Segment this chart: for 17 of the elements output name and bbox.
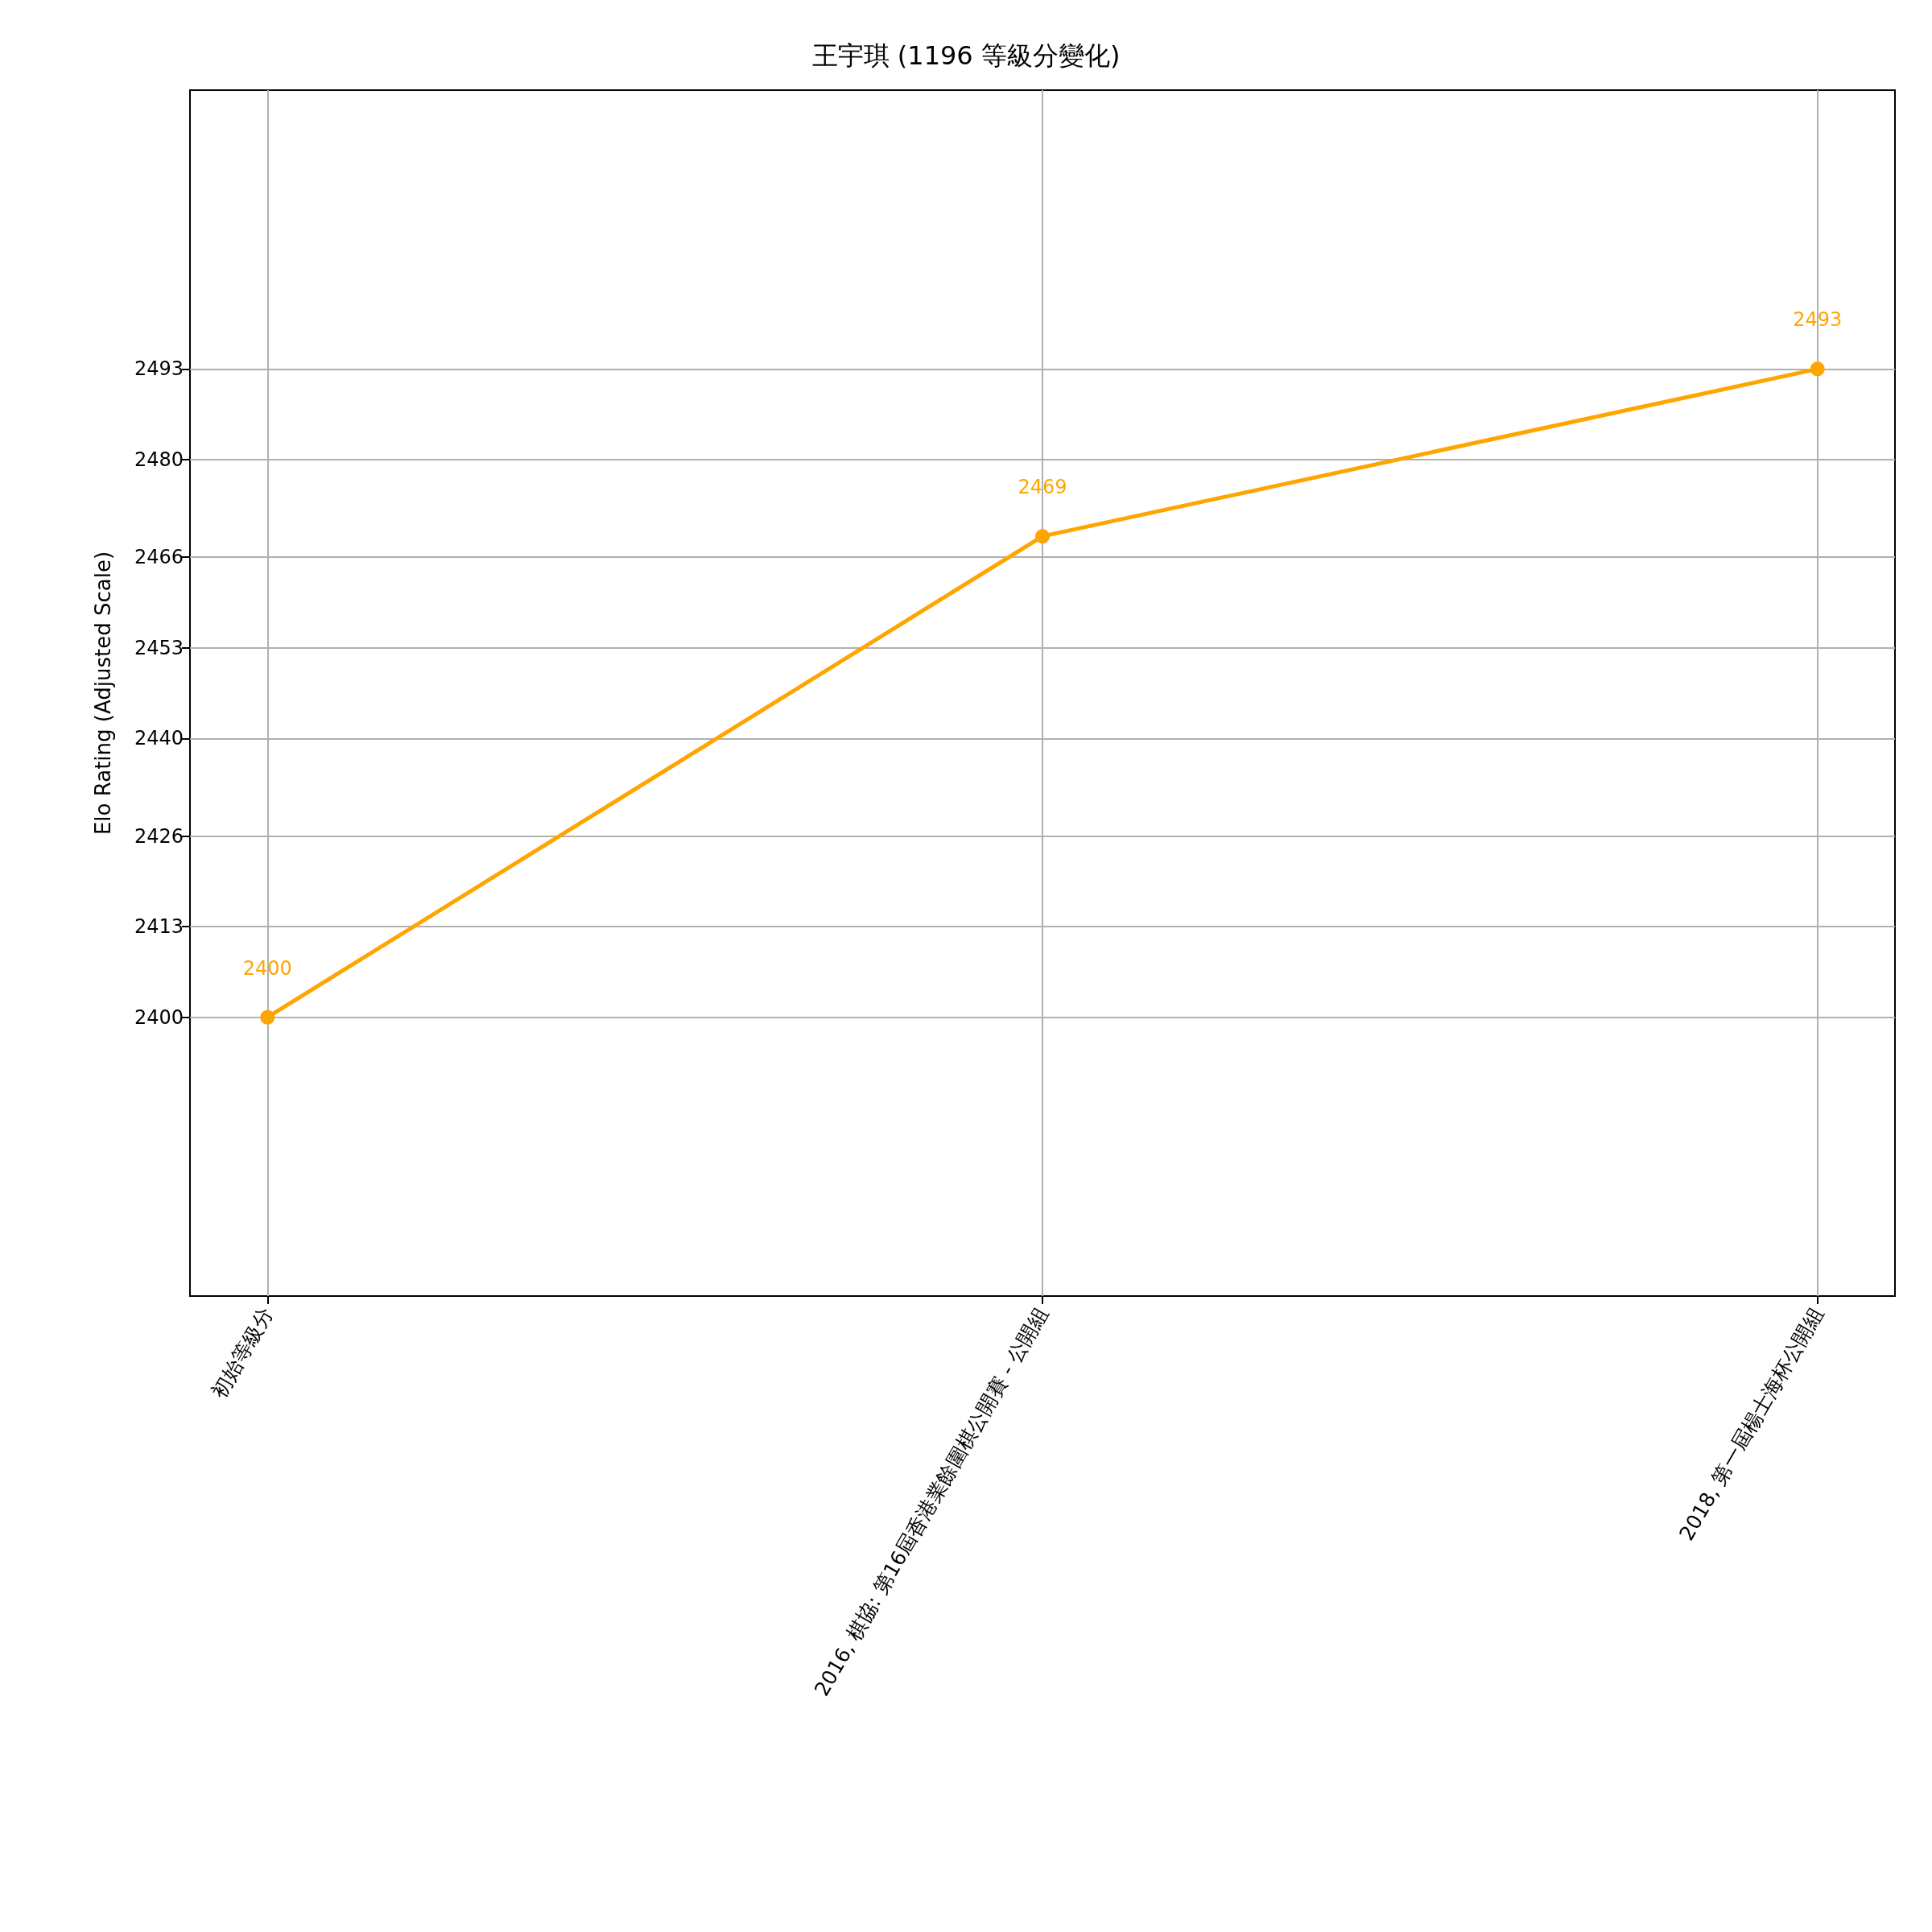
y-tick-label: 2493 [134,357,184,381]
data-label: 2493 [1793,308,1843,332]
chart-title: 王宇琪 (1196 等級分變化) [811,40,1121,71]
y-tick-label: 2413 [134,915,184,939]
y-axis-title: Elo Rating (Adjusted Scale) [91,551,115,836]
y-tick-label: 2400 [134,1005,184,1029]
y-tick-label: 2466 [134,546,184,569]
point [1035,529,1050,544]
point [260,1009,275,1025]
x-tick-label: 初始等級分 [207,1302,278,1402]
y-tick-label: 2480 [134,448,184,471]
data-label: 2400 [242,956,292,980]
y-tick-label: 2426 [134,824,184,848]
y-tick-label: 2453 [134,636,184,659]
y-tick-label: 2440 [134,727,184,750]
data-label: 2469 [1018,476,1067,499]
point [1810,361,1825,377]
